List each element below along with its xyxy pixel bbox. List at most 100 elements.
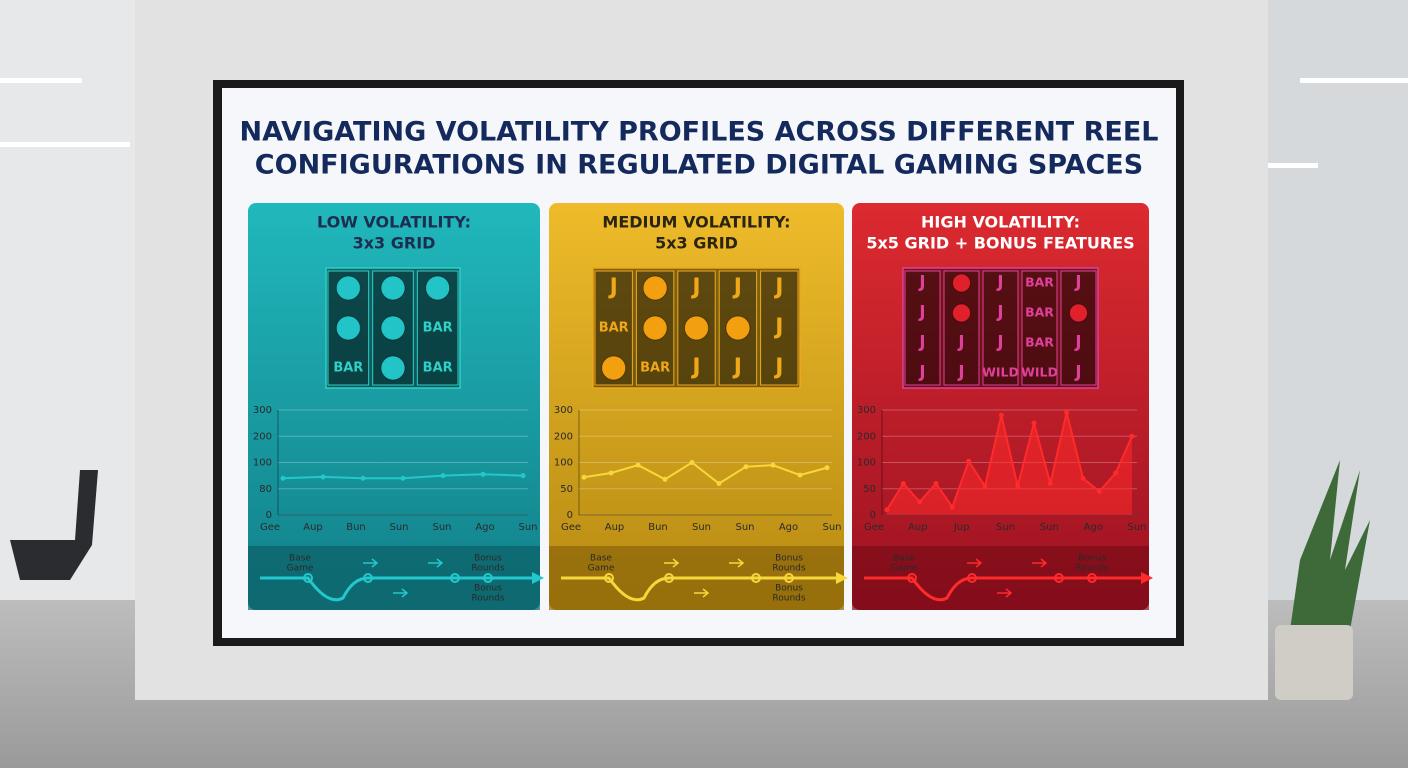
flow-line [561,576,836,602]
flow-node [450,573,460,583]
x-tick-label: Bun [648,522,668,533]
x-tick-label: Ago [1084,522,1103,533]
fruit-symbol [335,275,361,301]
reel-symbol: J [732,355,742,380]
point [933,481,939,486]
x-tick-label: Gee [561,522,581,533]
point [608,470,614,476]
panel: LOW VOLATILITY: 3x3 GRID BAR BAR BAR 0 80 100 20… [248,203,544,610]
x-tick-label: Aup [303,522,323,533]
fruit-symbol [380,315,406,341]
reel-frame [902,267,1099,389]
flow-label: Bonus [474,554,502,564]
y-tick-label: 300 [253,405,272,416]
fruit-symbol [684,315,709,341]
panel-heading: 5x5 GRID + BONUS FEATURES [866,234,1134,253]
flow-arrow [1032,558,1048,568]
point [1080,475,1086,481]
reel-symbol: BAR [599,321,629,336]
panel-bg [549,203,844,610]
flow-label: Game [588,564,615,574]
point [480,471,486,477]
reel-symbol: WILD [982,365,1019,380]
point [635,462,641,468]
x-tick-label: Sun [389,522,408,533]
point [982,483,988,489]
panel-heading: 3x3 GRID [353,234,436,253]
ceiling-light [1268,163,1318,168]
point [1015,483,1021,489]
y-tick-label: 100 [857,458,876,469]
y-tick-label: 200 [554,431,573,442]
flow-label: Rounds [471,564,504,574]
reel-symbol: J [918,363,925,382]
flow-arrow [694,588,710,598]
reel-symbol: BAR [423,321,453,336]
point [884,507,890,513]
reel-symbol: J [918,333,925,352]
point [917,499,923,505]
point [320,474,326,480]
point [1031,420,1037,426]
point [440,473,446,479]
flow-arrow [967,558,983,568]
reel-symbol: J [773,275,783,300]
flow-line [864,576,1141,602]
y-tick-label: 100 [554,458,573,469]
point [824,465,830,471]
reel-symbol: J [1074,363,1081,382]
y-tick-label: 200 [253,431,272,442]
area [887,412,1132,515]
flow-arrow [428,558,444,568]
reel-symbol: J [918,273,925,292]
ceiling-light [1300,78,1408,83]
reel-symbol: J [996,273,1003,292]
line [583,461,828,485]
point [662,476,668,482]
reel-symbol: J [957,363,964,382]
flow-arrow [664,558,680,568]
flow-label: Rounds [471,594,504,604]
reel [904,270,941,386]
arrow-head [836,572,848,584]
point [900,481,906,486]
reel [1060,270,1097,386]
x-tick-label: Ago [779,522,798,533]
point [949,504,955,510]
line [886,412,1133,511]
x-tick-label: Jup [953,522,970,533]
arrow-head [532,572,544,584]
reel-symbol: BAR [640,361,670,376]
x-tick-label: Sun [1040,522,1059,533]
y-tick-label: 0 [266,510,272,521]
flow-label: Rounds [772,564,805,574]
point [280,475,286,481]
fruit-symbol [642,315,668,341]
fruit-symbol [380,275,406,301]
panels: LOW VOLATILITY: 3x3 GRID BAR BAR BAR 0 80 100 20… [248,203,1153,610]
reel-symbol: J [608,275,618,300]
flow-label: Base [893,554,915,564]
y-tick-label: 50 [863,484,876,495]
flow-node [1087,573,1097,583]
flow-node [1054,573,1064,583]
flow-line [260,576,532,602]
x-tick-label: Gee [864,522,884,533]
panel-bg [248,203,540,610]
x-tick-label: Sun [692,522,711,533]
y-tick-label: 200 [857,431,876,442]
y-tick-label: 100 [253,458,272,469]
reel-symbol: BAR [1025,305,1054,320]
x-tick-label: Sun [1127,522,1146,533]
flow-node [967,573,977,583]
flow-label: Game [891,564,918,574]
flow-node [907,573,917,583]
point [743,464,749,470]
reel-symbol: J [773,355,783,380]
flow-arrow [997,588,1013,598]
y-tick-label: 0 [870,510,876,521]
reel-symbol: J [690,275,700,300]
point [770,462,776,468]
y-tick-label: 50 [560,484,573,495]
